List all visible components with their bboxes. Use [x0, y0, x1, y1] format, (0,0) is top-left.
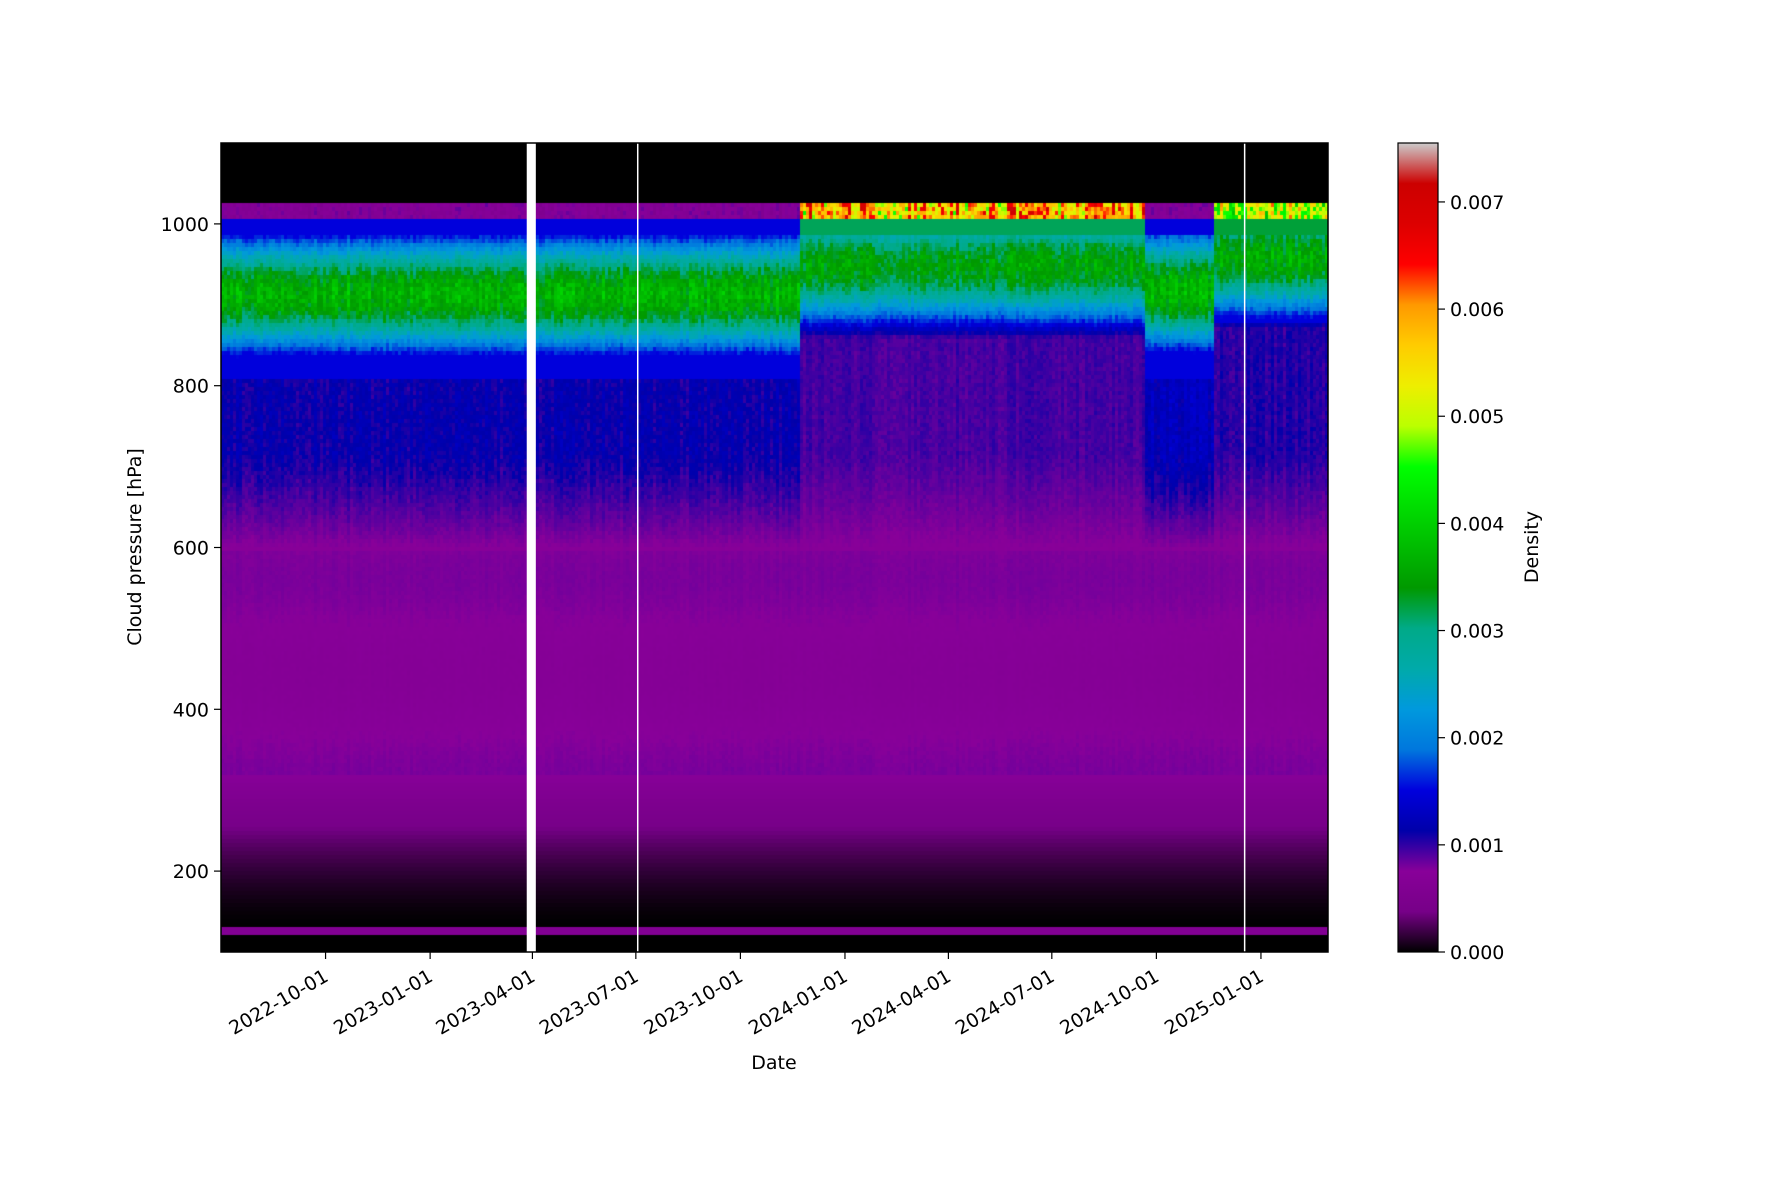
colorbar-tick-label: 0.004: [1450, 513, 1504, 535]
x-axis-label: Date: [751, 1052, 796, 1074]
data-gap-0: [526, 143, 536, 952]
x-tick-label: 2024-07-01: [952, 965, 1059, 1039]
colorbar-tick-label: 0.002: [1450, 728, 1504, 750]
plot-area: [220, 142, 1329, 953]
data-gap-1: [636, 143, 639, 952]
y-tick-label: 600: [173, 538, 209, 560]
x-axis: 2022-10-012023-01-012023-04-012023-07-01…: [225, 952, 1267, 1040]
x-tick-label: 2025-01-01: [1161, 965, 1268, 1039]
x-tick-label: 2024-10-01: [1056, 965, 1163, 1039]
colorbar-tick-label: 0.001: [1450, 835, 1504, 857]
y-tick-label: 800: [173, 376, 209, 398]
y-tick-label: 1000: [161, 214, 209, 236]
heatmap-canvas: [221, 143, 1328, 952]
x-tick-label: 2024-04-01: [848, 965, 955, 1039]
x-tick-label: 2024-01-01: [745, 965, 852, 1039]
colorbar-ticks: 0.000 0.001 0.002 0.003 0.004 0.005 0.006 0.007: [1438, 192, 1504, 964]
colorbar-tick-label: 0.005: [1450, 406, 1504, 428]
x-tick-label: 2023-04-01: [432, 965, 539, 1039]
y-tick-label: 400: [173, 699, 209, 721]
data-gap-2: [1243, 143, 1246, 952]
x-tick-label: 2023-01-01: [330, 965, 437, 1039]
y-axis: 200 400 600 800 1000: [161, 214, 221, 883]
colorbar-label: Density: [1521, 511, 1543, 583]
colorbar-tick-label: 0.007: [1450, 192, 1504, 214]
colorbar-tick-label: 0.000: [1450, 942, 1504, 964]
colorbar-tick-label: 0.003: [1450, 621, 1504, 643]
x-tick-label: 2023-07-01: [536, 965, 643, 1039]
x-tick-label: 2022-10-01: [225, 965, 332, 1039]
data-gaps: [526, 143, 1246, 952]
colorbar: 0.000 0.001 0.002 0.003 0.004 0.005 0.006 0.007…: [1397, 142, 1543, 964]
y-axis-label: Cloud pressure [hPa]: [124, 448, 146, 646]
x-tick-label: 2023-10-01: [640, 965, 747, 1039]
y-tick-label: 200: [173, 861, 209, 883]
colorbar-gradient: [1397, 142, 1439, 953]
colorbar-tick-label: 0.006: [1450, 299, 1504, 321]
